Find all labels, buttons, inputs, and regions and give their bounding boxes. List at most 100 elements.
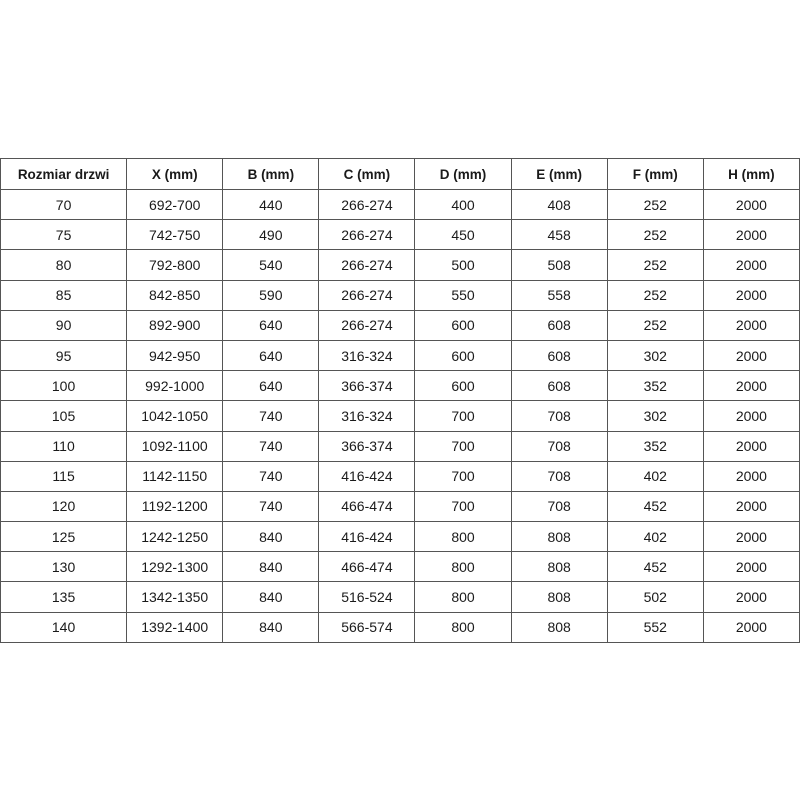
table-cell: 130 [0, 551, 128, 583]
table-cell: 2000 [702, 219, 800, 251]
table-cell: 140 [0, 611, 128, 643]
table-cell: 740 [222, 400, 320, 432]
table-cell: 500 [414, 249, 512, 281]
table-cell: 808 [510, 611, 608, 643]
table-cell: 90 [0, 309, 128, 341]
table-cell: 302 [606, 400, 704, 432]
table-cell: 708 [510, 430, 608, 462]
column-header: H (mm) [702, 158, 800, 190]
table-cell: 75 [0, 219, 128, 251]
table-cell: 992-1000 [126, 370, 224, 402]
table-cell: 942-950 [126, 339, 224, 372]
table-cell: 252 [606, 188, 704, 221]
table-cell: 800 [414, 581, 512, 613]
table-cell: 840 [222, 611, 320, 643]
table-cell: 640 [222, 339, 320, 372]
table-cell: 85 [0, 279, 128, 311]
table-cell: 700 [414, 400, 512, 432]
table-cell: 800 [414, 551, 512, 583]
table-cell: 800 [414, 611, 512, 643]
column-header: Rozmiar drzwi [0, 158, 128, 190]
table-cell: 266-274 [318, 309, 416, 341]
table-cell: 2000 [702, 521, 800, 553]
table-cell: 840 [222, 521, 320, 553]
table-cell: 135 [0, 581, 128, 613]
table-cell: 640 [222, 309, 320, 341]
table-cell: 1392-1400 [126, 611, 224, 643]
table-cell: 466-474 [318, 490, 416, 523]
column-header: B (mm) [222, 158, 320, 190]
table-cell: 640 [222, 370, 320, 402]
table-cell: 466-474 [318, 551, 416, 583]
table-cell: 600 [414, 309, 512, 341]
table-cell: 1242-1250 [126, 521, 224, 553]
column-header: X (mm) [126, 158, 224, 190]
table-row: 90 892-900 640 266-274 600 608 252 2000 [0, 309, 800, 341]
table-cell: 352 [606, 370, 704, 402]
table-cell: 552 [606, 611, 704, 643]
table-cell: 366-374 [318, 370, 416, 402]
table-row: 85 842-850 590 266-274 550 558 252 2000 [0, 279, 800, 311]
table-cell: 808 [510, 581, 608, 613]
table-cell: 2000 [702, 188, 800, 221]
table-row: 100 992-1000 640 366-374 600 608 352 2000 [0, 370, 800, 402]
table-row: 105 1042-1050 740 316-324 700 708 302 2000 [0, 400, 800, 432]
table-cell: 352 [606, 430, 704, 462]
table-cell: 95 [0, 339, 128, 372]
table-cell: 2000 [702, 339, 800, 372]
table-cell: 490 [222, 219, 320, 251]
table-row: 140 1392-1400 840 566-574 800 808 552 2000 [0, 611, 800, 643]
table-row: 125 1242-1250 840 416-424 800 808 402 2000 [0, 521, 800, 553]
table-cell: 558 [510, 279, 608, 311]
table-cell: 508 [510, 249, 608, 281]
table-cell: 840 [222, 551, 320, 583]
table-cell: 692-700 [126, 188, 224, 221]
table-cell: 402 [606, 460, 704, 492]
table-cell: 600 [414, 370, 512, 402]
table-cell: 458 [510, 219, 608, 251]
table-row: 80 792-800 540 266-274 500 508 252 2000 [0, 249, 800, 281]
table-cell: 105 [0, 400, 128, 432]
table-cell: 408 [510, 188, 608, 221]
table-cell: 700 [414, 430, 512, 462]
table-cell: 540 [222, 249, 320, 281]
table-cell: 740 [222, 460, 320, 492]
table-cell: 550 [414, 279, 512, 311]
table-cell: 450 [414, 219, 512, 251]
table-cell: 100 [0, 370, 128, 402]
table-cell: 2000 [702, 551, 800, 583]
table-cell: 808 [510, 551, 608, 583]
column-header: F (mm) [606, 158, 704, 190]
table-cell: 2000 [702, 460, 800, 492]
table-cell: 2000 [702, 309, 800, 341]
table-cell: 110 [0, 430, 128, 462]
table-cell: 892-900 [126, 309, 224, 341]
table-row: 70 692-700 440 266-274 400 408 252 2000 [0, 188, 800, 221]
table-cell: 266-274 [318, 188, 416, 221]
table-cell: 600 [414, 339, 512, 372]
table-cell: 2000 [702, 400, 800, 432]
table-cell: 608 [510, 339, 608, 372]
table-cell: 2000 [702, 249, 800, 281]
table-cell: 266-274 [318, 219, 416, 251]
table-cell: 808 [510, 521, 608, 553]
table-cell: 516-524 [318, 581, 416, 613]
table-cell: 366-374 [318, 430, 416, 462]
door-size-table: Rozmiar drzwi X (mm) B (mm) C (mm) D (mm) E (… [0, 158, 800, 643]
table-cell: 700 [414, 460, 512, 492]
table-cell: 708 [510, 460, 608, 492]
table-row: 115 1142-1150 740 416-424 700 708 402 2000 [0, 460, 800, 492]
table-cell: 566-574 [318, 611, 416, 643]
table-cell: 1292-1300 [126, 551, 224, 583]
table-cell: 252 [606, 279, 704, 311]
table-header-row: Rozmiar drzwi X (mm) B (mm) C (mm) D (mm) E (… [0, 158, 800, 190]
table-cell: 842-850 [126, 279, 224, 311]
table-cell: 440 [222, 188, 320, 221]
table-row: 75 742-750 490 266-274 450 458 252 2000 [0, 219, 800, 251]
table-cell: 452 [606, 551, 704, 583]
column-header: E (mm) [510, 158, 608, 190]
table-cell: 416-424 [318, 521, 416, 553]
table-cell: 2000 [702, 581, 800, 613]
table-cell: 1192-1200 [126, 490, 224, 523]
table-cell: 266-274 [318, 249, 416, 281]
